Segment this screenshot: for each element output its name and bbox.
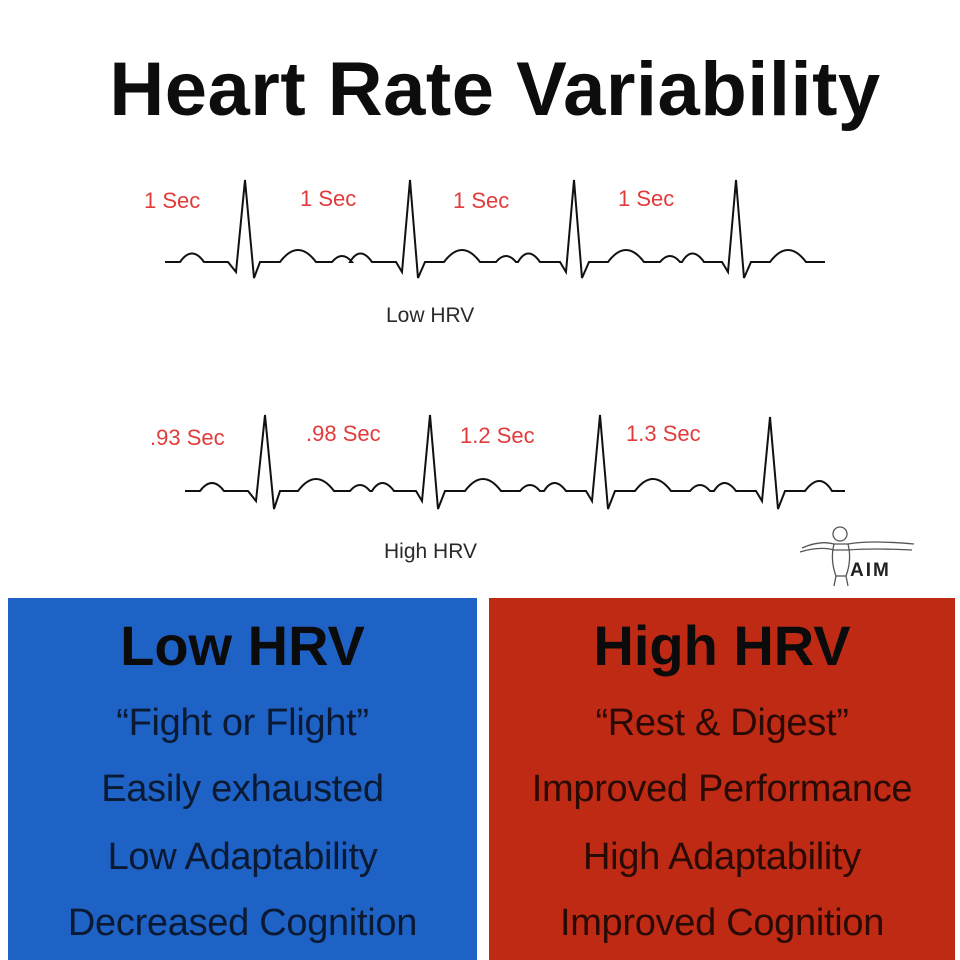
high-hrv-item: High Adaptability xyxy=(583,836,861,878)
high-hrv-item: Improved Performance xyxy=(531,768,913,810)
high-hrv-panel: High HRV “Rest & Digest” Improved Perfor… xyxy=(489,598,955,960)
ecg-trace-low xyxy=(165,179,825,279)
strip-caption-high: High HRV xyxy=(384,540,477,563)
interval-label: 1 Sec xyxy=(453,188,510,213)
high-hrv-item: Improved Cognition xyxy=(559,902,885,944)
low-hrv-item: Low Adaptability xyxy=(107,836,378,878)
interval-label: 1 Sec xyxy=(618,186,675,211)
ecg-trace-low-path xyxy=(165,179,825,279)
low-hrv-item: Decreased Cognition xyxy=(67,902,418,944)
low-hrv-item: “Fight or Flight” xyxy=(116,702,369,744)
interval-label: 1 Sec xyxy=(300,186,357,211)
logo-text: AIM xyxy=(850,560,891,581)
ecg-strip-low-hrv: 1 Sec 1 Sec 1 Sec 1 Sec xyxy=(120,170,860,340)
interval-label: 1.3 Sec xyxy=(626,421,701,446)
ecg-trace-high xyxy=(185,414,845,510)
page-title: Heart Rate Variability xyxy=(109,47,881,132)
low-hrv-panel-title: Low HRV xyxy=(120,614,365,677)
high-hrv-panel-title: High HRV xyxy=(593,614,851,677)
ecg-strip-high-hrv: .93 Sec .98 Sec 1.2 Sec 1.3 Sec xyxy=(120,405,860,575)
logo-figure-icon xyxy=(799,526,915,587)
interval-label: .98 Sec xyxy=(306,421,381,446)
ecg-trace-high-path xyxy=(185,414,845,510)
low-hrv-item: Easily exhausted xyxy=(101,768,384,810)
interval-label: 1.2 Sec xyxy=(460,423,535,448)
strip-caption-low: Low HRV xyxy=(386,304,475,327)
interval-label: 1 Sec xyxy=(144,188,201,213)
high-hrv-item: “Rest & Digest” xyxy=(595,702,849,744)
interval-label: .93 Sec xyxy=(150,425,225,450)
aim-logo xyxy=(790,520,920,590)
low-hrv-panel: Low HRV “Fight or Flight” Easily exhaust… xyxy=(8,598,477,960)
